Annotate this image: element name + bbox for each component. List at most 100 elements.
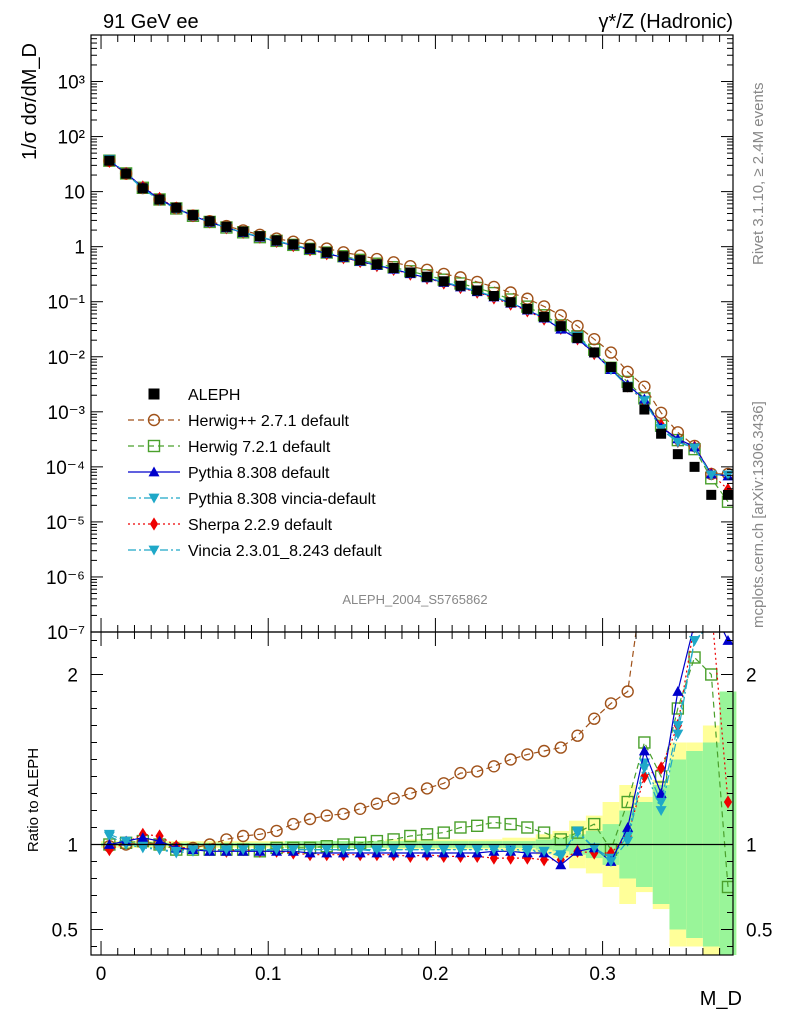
ratio-point xyxy=(354,845,366,856)
data-point xyxy=(504,286,517,299)
data-point xyxy=(221,221,232,232)
ratio-point xyxy=(270,824,283,838)
ratio-point xyxy=(521,748,534,761)
ratio-point xyxy=(588,712,601,725)
ratio-point xyxy=(371,845,383,856)
y-tick-label: 1 xyxy=(74,238,85,259)
ratio-point xyxy=(521,821,534,834)
legend-marker xyxy=(148,388,160,400)
data-point xyxy=(656,428,667,439)
ratio-point xyxy=(505,846,517,857)
ratio-point xyxy=(271,845,283,856)
ratio-point xyxy=(572,845,584,856)
x-tick-label: 0 xyxy=(96,964,107,985)
data-point xyxy=(672,449,683,460)
ratio-tick-label-right: 2 xyxy=(746,666,757,687)
ratio-point xyxy=(404,845,416,856)
ratio-point xyxy=(555,859,567,870)
data-point xyxy=(121,168,132,179)
ratio-point xyxy=(454,821,467,834)
ratio-tick-label-left: 2 xyxy=(67,666,78,687)
ratio-point xyxy=(254,845,266,856)
ratio-point xyxy=(154,845,166,856)
legend-label: Pythia 8.308 default xyxy=(188,465,330,482)
data-point xyxy=(204,216,215,227)
data-point xyxy=(254,231,265,242)
ratio-point xyxy=(253,828,267,841)
ratio-point xyxy=(723,795,733,809)
data-point xyxy=(422,271,433,282)
y-tick-label: 10⁻⁷ xyxy=(47,623,85,644)
ratio-point xyxy=(353,802,367,815)
data-point xyxy=(488,290,499,301)
data-point xyxy=(689,461,700,472)
x-axis-label: M_D xyxy=(700,988,742,1010)
ratio-point xyxy=(454,766,467,780)
ratio-point xyxy=(388,845,400,856)
ratio-point xyxy=(387,792,400,805)
data-point xyxy=(722,489,733,500)
legend-marker xyxy=(149,517,159,531)
ratio-point xyxy=(672,686,684,696)
ratio-point xyxy=(672,729,684,740)
ratio-point xyxy=(321,845,333,856)
data-point xyxy=(522,303,533,314)
legend-label: Herwig++ 2.7.1 default xyxy=(188,413,350,430)
ratio-point xyxy=(571,729,584,742)
rivet-version: Rivet 3.1.10, ≥ 2.4M events xyxy=(750,83,767,266)
data-point xyxy=(472,285,483,296)
legend-label: ALEPH xyxy=(188,387,240,404)
series-main-0 xyxy=(104,155,733,500)
ratio-point xyxy=(572,826,584,837)
ratio-point xyxy=(554,741,567,754)
y-tick-label: 10⁻¹ xyxy=(48,293,86,314)
y-tick-label: 10⁻⁵ xyxy=(46,513,85,534)
data-point xyxy=(321,247,332,258)
data-point xyxy=(305,243,316,254)
ratio-point xyxy=(655,797,667,808)
data-point xyxy=(705,470,717,481)
ratio-point xyxy=(538,846,550,857)
data-point xyxy=(589,347,600,358)
legend-marker xyxy=(147,413,161,427)
ratio-point xyxy=(287,817,300,831)
data-point xyxy=(455,280,466,291)
data-point xyxy=(338,251,349,262)
ratio-point xyxy=(120,836,132,847)
data-point xyxy=(554,309,567,322)
ratio-point xyxy=(605,857,617,867)
ratio-point xyxy=(638,763,650,774)
ratio-tick-label-left: 1 xyxy=(67,836,78,857)
series-main-1 xyxy=(103,154,733,481)
ratio-point xyxy=(622,836,634,847)
data-point xyxy=(572,332,583,343)
y-tick-label: 10⁻² xyxy=(48,348,86,369)
y-tick-label: 10² xyxy=(58,128,85,149)
ratio-point xyxy=(236,829,250,843)
data-point xyxy=(238,226,249,237)
ratio-point xyxy=(404,787,417,800)
data-point xyxy=(405,267,416,278)
header-left: 91 GeV ee xyxy=(103,11,199,33)
data-point xyxy=(621,365,634,379)
ratio-point xyxy=(187,845,199,856)
ratio-point xyxy=(320,809,333,822)
series-main-4 xyxy=(103,155,733,481)
ratio-point xyxy=(504,817,517,831)
ratio-point xyxy=(438,845,450,856)
ratio-point xyxy=(487,816,501,829)
ratio-point xyxy=(137,832,149,843)
ratio-point xyxy=(404,829,417,843)
data-point xyxy=(438,276,449,287)
ratio-point xyxy=(420,782,434,795)
ratio-point xyxy=(287,845,299,856)
data-point xyxy=(571,319,584,333)
ratio-point xyxy=(604,697,618,710)
data-point xyxy=(271,235,282,246)
data-point xyxy=(638,380,651,393)
ratio-point xyxy=(655,806,667,816)
x-tick-label: 0.1 xyxy=(255,964,281,985)
data-point xyxy=(555,321,566,332)
ratio-point xyxy=(471,845,483,856)
